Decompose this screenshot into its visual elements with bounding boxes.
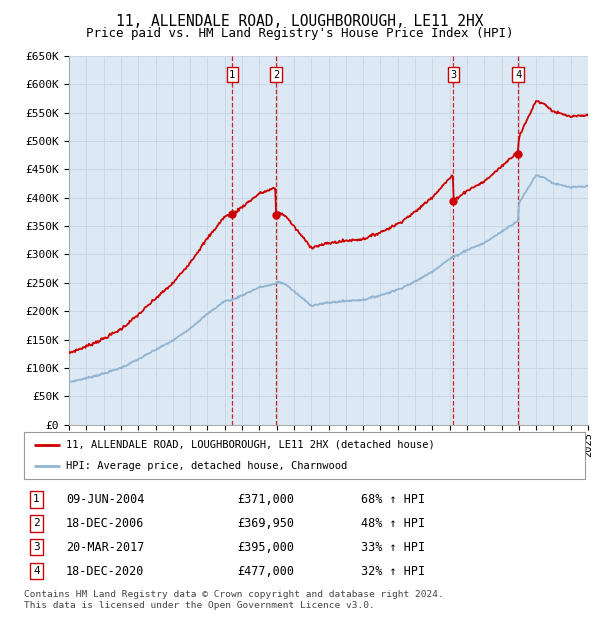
Text: 18-DEC-2006: 18-DEC-2006 [66,517,145,530]
Text: £395,000: £395,000 [237,541,294,554]
Text: 09-JUN-2004: 09-JUN-2004 [66,493,145,506]
Text: 1: 1 [33,494,40,505]
Text: 4: 4 [33,566,40,577]
Text: 2: 2 [273,69,279,79]
Text: 11, ALLENDALE ROAD, LOUGHBOROUGH, LE11 2HX (detached house): 11, ALLENDALE ROAD, LOUGHBOROUGH, LE11 2… [66,440,435,450]
Text: 33% ↑ HPI: 33% ↑ HPI [361,541,425,554]
Text: 3: 3 [33,542,40,552]
Text: 32% ↑ HPI: 32% ↑ HPI [361,565,425,578]
Text: Price paid vs. HM Land Registry's House Price Index (HPI): Price paid vs. HM Land Registry's House … [86,27,514,40]
Text: 48% ↑ HPI: 48% ↑ HPI [361,517,425,530]
Text: 18-DEC-2020: 18-DEC-2020 [66,565,145,578]
Text: 1: 1 [229,69,235,79]
Text: £369,950: £369,950 [237,517,294,530]
Text: 11, ALLENDALE ROAD, LOUGHBOROUGH, LE11 2HX: 11, ALLENDALE ROAD, LOUGHBOROUGH, LE11 2… [116,14,484,29]
Text: HPI: Average price, detached house, Charnwood: HPI: Average price, detached house, Char… [66,461,347,471]
Text: £477,000: £477,000 [237,565,294,578]
Text: 68% ↑ HPI: 68% ↑ HPI [361,493,425,506]
Text: 20-MAR-2017: 20-MAR-2017 [66,541,145,554]
Text: Contains HM Land Registry data © Crown copyright and database right 2024.
This d: Contains HM Land Registry data © Crown c… [24,590,444,609]
Text: 4: 4 [515,69,521,79]
Text: £371,000: £371,000 [237,493,294,506]
Text: 3: 3 [450,69,457,79]
Text: 2: 2 [33,518,40,528]
